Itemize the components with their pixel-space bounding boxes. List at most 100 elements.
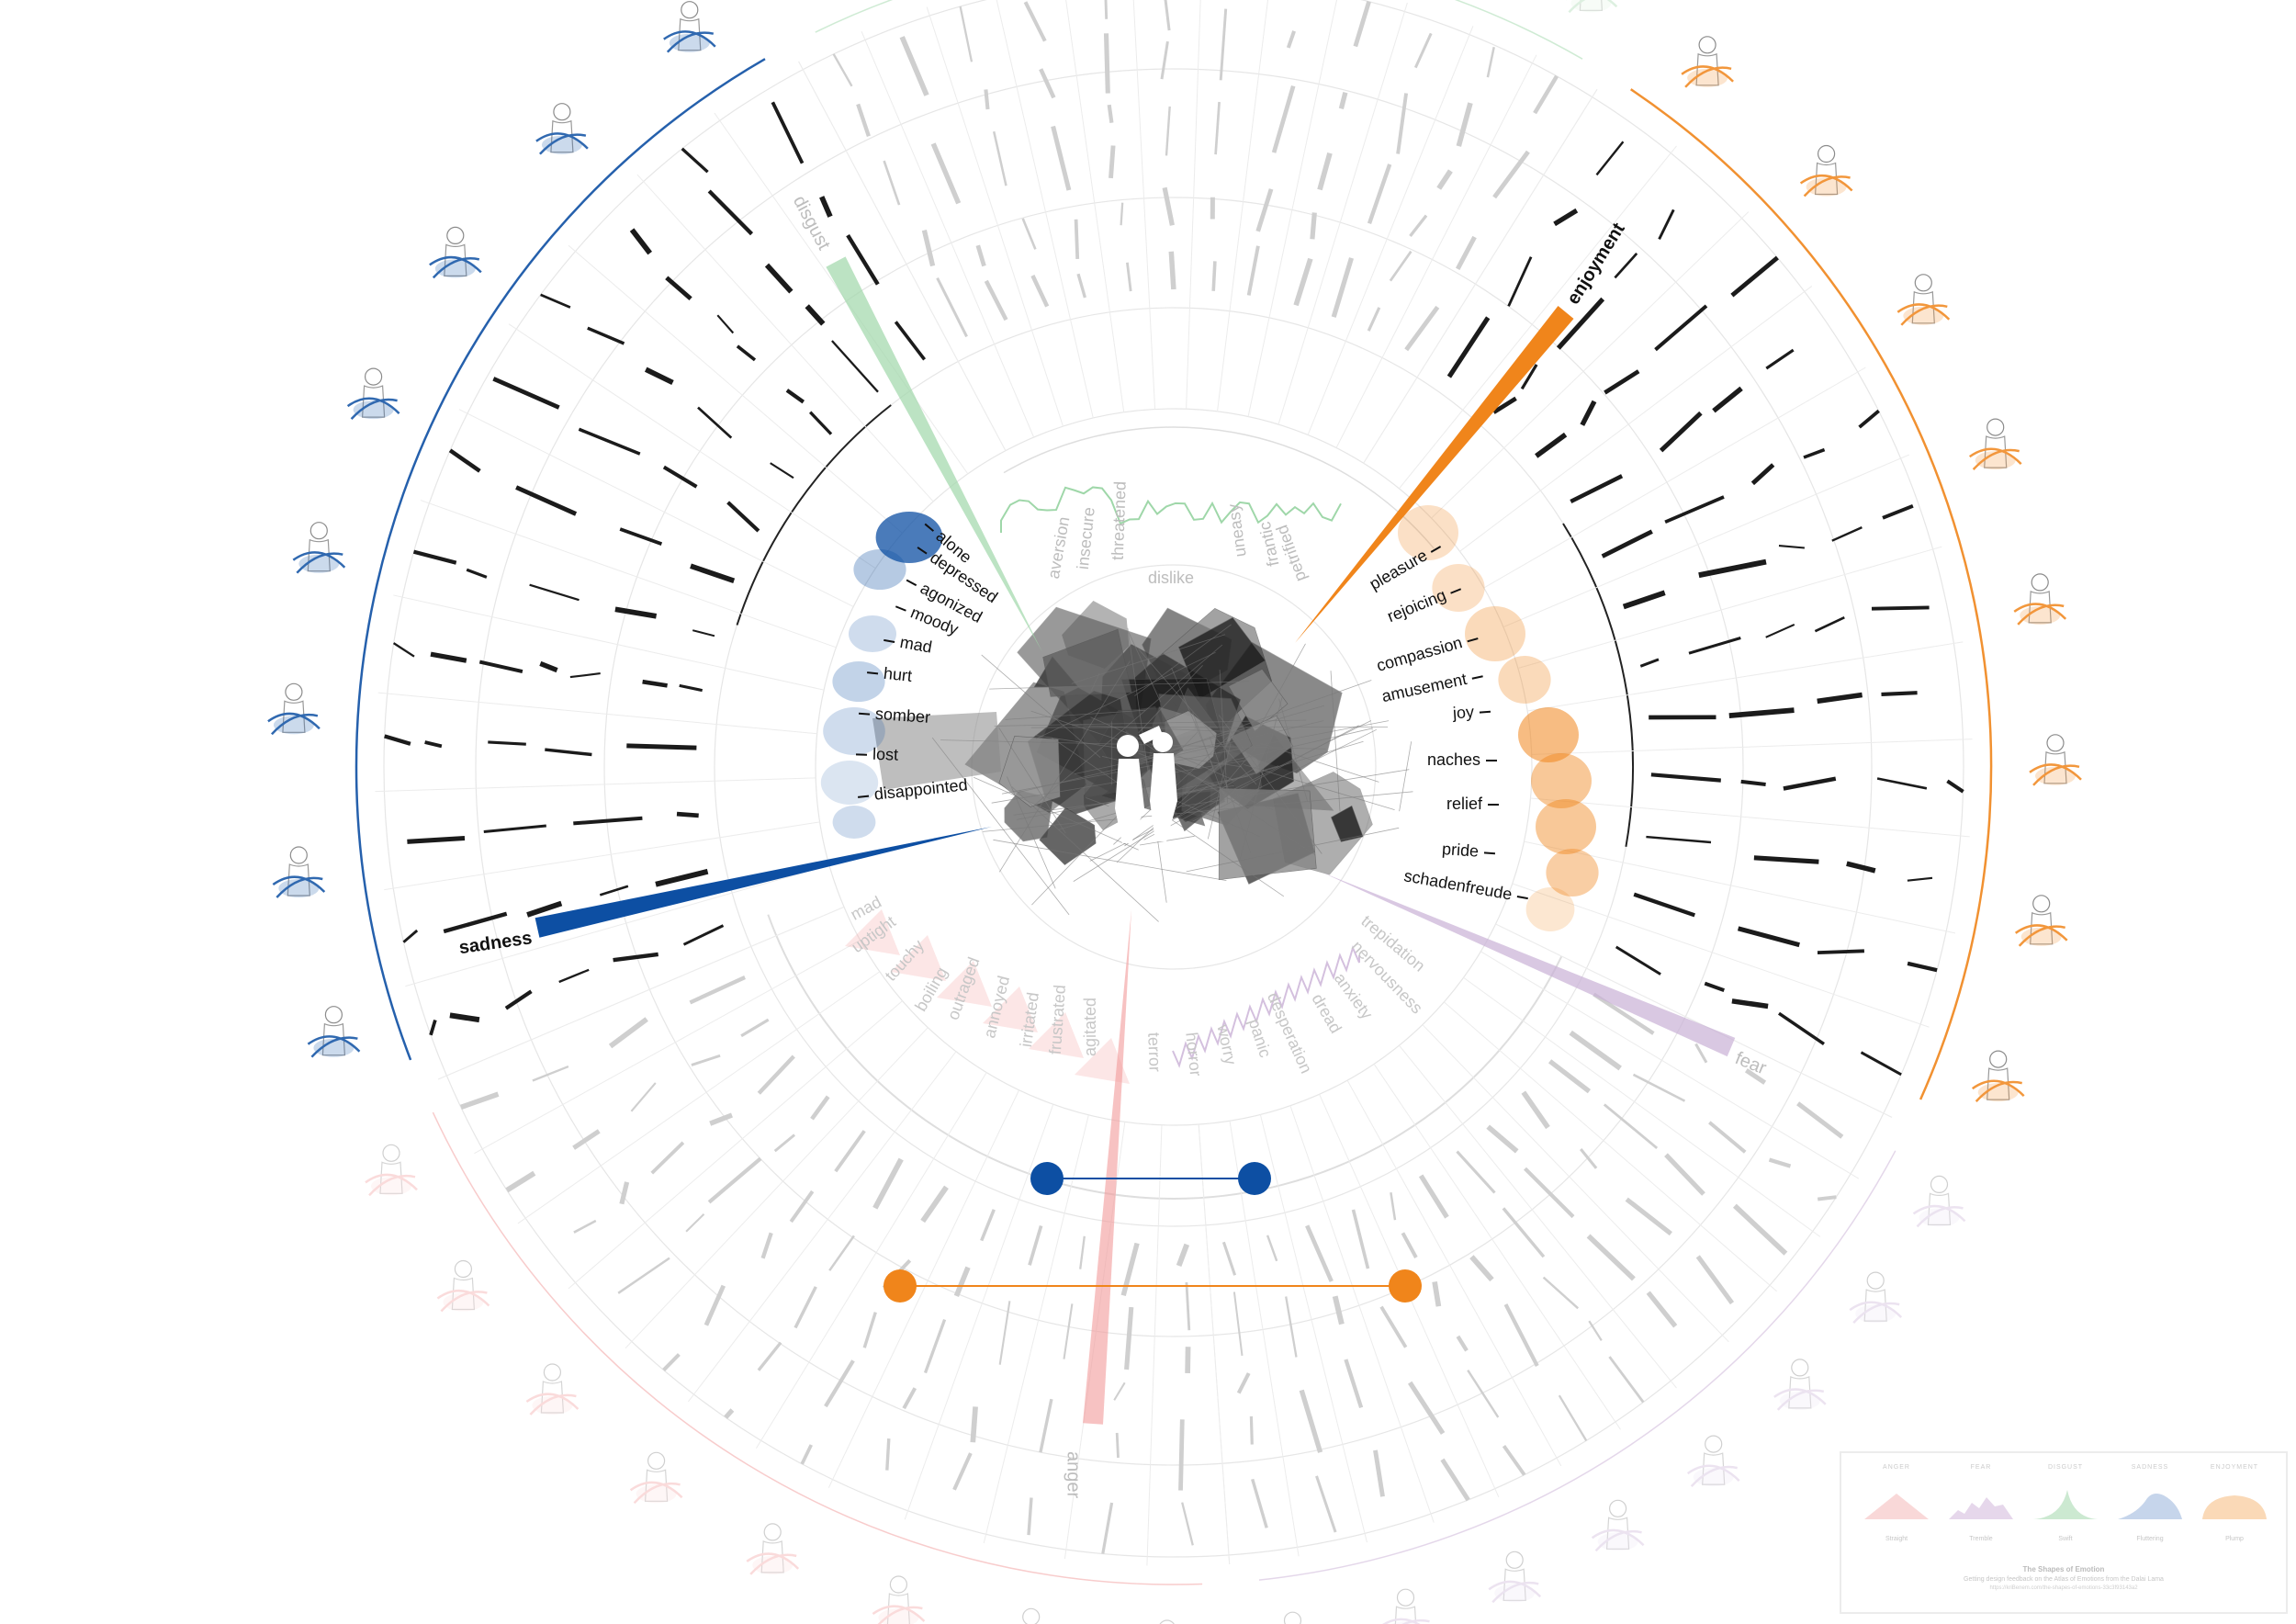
anger-shape-4	[1029, 1012, 1084, 1058]
fear-bar-11-3	[1249, 1415, 1254, 1445]
fear-bar-5-2	[1542, 1276, 1580, 1310]
network-line-26	[1075, 740, 1230, 774]
disgust-bar-1-1	[975, 244, 986, 267]
silhouette-arm	[1139, 726, 1163, 744]
fear-bar-6-0	[1418, 1174, 1449, 1219]
disgust-bar-10-4	[1456, 102, 1473, 147]
fear-bar-8-3	[1440, 1458, 1470, 1502]
sadness-bar-7-0	[726, 501, 760, 533]
anger-figure-head-0	[1159, 1619, 1175, 1624]
anger-shape-2	[937, 961, 992, 1007]
sadness-figure-head-4	[365, 367, 383, 386]
sadness-figure-body-1	[287, 863, 310, 897]
enjoyment-spoke-11	[1512, 883, 1930, 1028]
legend-header-sadness: SADNESS	[2131, 1464, 2169, 1471]
enjoyment-outer-arc	[1630, 88, 1993, 1100]
anger-bar-2-0	[1079, 1235, 1086, 1269]
fear-bar-8-2	[1408, 1381, 1446, 1435]
sadness-figure-glow-1	[278, 879, 320, 897]
fear-bar-9-0	[1305, 1224, 1334, 1282]
fear-bar-1-3	[1768, 1157, 1792, 1168]
disgust-bar-4-1	[1120, 202, 1124, 226]
sadness-figure-head-6	[553, 103, 571, 121]
fear-bar-4-1	[1524, 1167, 1575, 1219]
anger-name: anger	[1064, 1451, 1084, 1498]
enjoyment-figure-1	[1799, 144, 1853, 197]
disgust-bar-8-2	[1317, 152, 1333, 191]
sadness-spoke-3	[375, 777, 816, 793]
fear-figure-glow-2	[1779, 1391, 1820, 1410]
sadness-connector-dot-left	[1030, 1162, 1064, 1195]
network-line-48	[1005, 709, 1146, 720]
enjoyment-state-pleasure: pleasure	[1367, 546, 1431, 593]
anger-spoke-12	[437, 906, 845, 1080]
anger-bar-8-2	[707, 1156, 762, 1204]
network-line-1	[1218, 727, 1373, 764]
fear-name: fear	[1732, 1048, 1770, 1078]
enjoyment-figure-head-2	[1914, 274, 1932, 292]
enjoyment-figure-6	[2014, 895, 2068, 947]
fear-figure-glow-6	[1391, 1621, 1420, 1624]
enjoyment-connector-dot-right	[1389, 1269, 1422, 1303]
fear-bar-7-1	[1401, 1232, 1418, 1258]
enjoyment-figure-gesture-5	[2029, 763, 2082, 786]
fear-bar-11-0	[1221, 1241, 1237, 1276]
enjoyment-shape-5	[1531, 753, 1592, 808]
disgust-state-dislike: dislike	[1148, 569, 1194, 587]
anger-bar-10-2	[630, 1082, 657, 1112]
sadness-bar-8-3	[587, 326, 625, 345]
anger-bar-7-2	[760, 1232, 773, 1259]
enjoyment-bar-4-0	[1601, 529, 1653, 558]
anger-bar-3-2	[970, 1406, 978, 1443]
sadness-bar-8-0	[770, 462, 794, 479]
anger-bar-11-2	[532, 1066, 569, 1082]
anger-bar-11-1	[608, 1017, 648, 1049]
sadness-figure-body-0	[321, 1022, 346, 1056]
network-line-12	[1134, 680, 1372, 764]
sadness-figure-head-7	[681, 1, 699, 19]
enjoyment-figure-0	[1681, 36, 1734, 88]
anger-bar-6-3	[757, 1341, 782, 1371]
enjoyment-figure-head-6	[2032, 895, 2051, 913]
anger-shape-3	[983, 987, 1038, 1032]
enjoyment-bar-2-1	[1580, 400, 1597, 426]
anger-bar-0-2	[1185, 1347, 1191, 1373]
enjoyment-bar-11-0	[1615, 945, 1661, 976]
anger-bar-10-4	[505, 1170, 536, 1193]
anger-figure-glow-4	[636, 1484, 677, 1504]
anger-outer-arc	[432, 1111, 1203, 1585]
fear-bar-10-2	[1299, 1389, 1323, 1453]
enjoyment-bar-1-3	[1614, 252, 1638, 279]
sadness-bar-10-1	[805, 304, 826, 326]
legend-label-swift: Swift	[2058, 1536, 2073, 1542]
sadness-figure-1	[272, 846, 326, 898]
legend-label-straight: Straight	[1885, 1536, 1908, 1542]
disgust-bar-3-4	[1023, 1, 1047, 42]
anger-figure-body-2	[886, 1593, 910, 1624]
fear-state-terror: terror	[1144, 1032, 1164, 1073]
fear-figure-glow-0	[1919, 1208, 1960, 1227]
anger-spoke-8	[625, 1027, 929, 1349]
anger-bar-10-0	[740, 1018, 770, 1038]
network-line-57	[1186, 827, 1400, 873]
legend-shape-swift	[2033, 1490, 2098, 1519]
disgust-spoke-11	[1335, 54, 1537, 448]
disgust-bar-10-3	[1436, 169, 1453, 190]
sadness-figure-glow-2	[273, 716, 314, 735]
anger-spoke-7	[687, 1051, 957, 1403]
center-crystal-cluster	[872, 601, 1413, 922]
enjoyment-figure-body-5	[2043, 750, 2067, 784]
enjoyment-bar-1-0	[1492, 396, 1517, 414]
disgust-bar-11-0	[1404, 305, 1440, 352]
left-crystal-prism	[872, 712, 1001, 790]
anger-figure-body-4	[644, 1469, 669, 1502]
fear-figure-4	[1591, 1499, 1645, 1552]
enjoyment-shape-1	[1432, 564, 1485, 612]
enjoyment-figure-body-6	[2030, 911, 2054, 945]
silhouette-body-2	[1150, 753, 1177, 841]
sadness-bar-2-3	[407, 835, 466, 844]
fear-bar-6-1	[1469, 1255, 1494, 1282]
disgust-bar-5-1	[1162, 186, 1175, 226]
sadness-bar-4-5	[430, 651, 467, 663]
ring-4	[475, 68, 1873, 1466]
